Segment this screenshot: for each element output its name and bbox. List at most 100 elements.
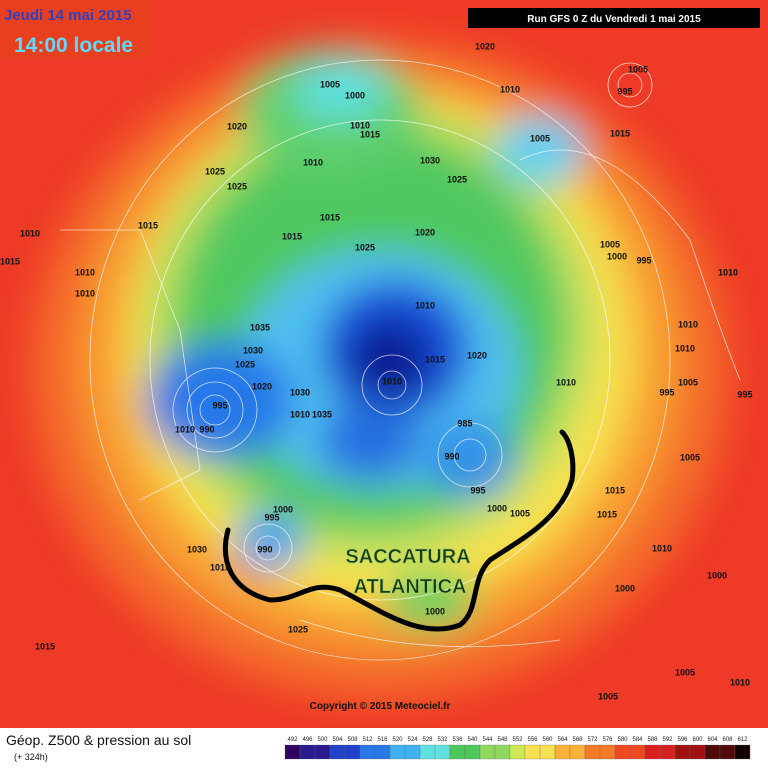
- copyright: Copyright © 2015 Meteociel.fr: [310, 701, 451, 712]
- scale-swatch: [389, 744, 406, 760]
- scale-label: 512: [362, 737, 373, 743]
- scale-label: 500: [317, 737, 328, 743]
- isobar-label: 1015: [35, 641, 55, 651]
- scale-swatch: [584, 744, 601, 760]
- scale-swatch: [299, 744, 316, 760]
- isobar-label: 1030: [420, 155, 440, 165]
- isobar-label: 1015: [610, 128, 630, 138]
- scale-swatch: [644, 744, 661, 760]
- scale-swatch: [614, 744, 631, 760]
- scale-swatch: [359, 744, 376, 760]
- isobar-label: 1000: [707, 570, 727, 580]
- scale-swatch: [314, 744, 331, 760]
- scale-swatch: [629, 744, 646, 760]
- isobar-label: 1015: [360, 129, 380, 139]
- isobar-label: 1000: [487, 503, 507, 513]
- scale-swatch: [434, 744, 451, 760]
- time: 14:00 locale: [14, 34, 133, 57]
- scale-swatch: [659, 744, 676, 760]
- scale-label: 524: [407, 737, 418, 743]
- scale-label: 584: [632, 737, 643, 743]
- date: Jeudi 14 mai 2015: [4, 7, 132, 24]
- scale-label: 580: [617, 737, 628, 743]
- scale-swatch: [689, 744, 706, 760]
- isobar-label: 1010: [75, 288, 95, 298]
- isobar-label: 1000: [607, 251, 627, 261]
- isobar-label: 1025: [355, 242, 375, 252]
- isobar-label: 1035: [250, 322, 270, 332]
- scale-label: 572: [587, 737, 598, 743]
- scale-label: 508: [347, 737, 358, 743]
- isobar-label: 1015: [597, 509, 617, 519]
- scale-swatch: [599, 744, 616, 760]
- isobar-label: 1020: [467, 350, 487, 360]
- isobar-label: 985: [457, 418, 472, 428]
- isobar-label: 1035: [312, 409, 332, 419]
- isobar-label: 1020: [252, 381, 272, 391]
- scale-label: 544: [482, 737, 493, 743]
- isobar-label: 1015: [605, 485, 625, 495]
- isobar-label: 1010: [290, 409, 310, 419]
- isobar-label: 990: [199, 424, 214, 434]
- isobar-label: 1030: [243, 345, 263, 355]
- trough-line: [222, 429, 576, 632]
- scale-label: 604: [707, 737, 718, 743]
- scale-label: 596: [677, 737, 688, 743]
- isobar-label: 1030: [290, 387, 310, 397]
- scale-swatch: [464, 744, 481, 760]
- isobar-label: 995: [470, 485, 485, 495]
- scale-label: 548: [497, 737, 508, 743]
- isobar-label: 1020: [415, 227, 435, 237]
- field: [0, 0, 768, 728]
- scale-label: 612: [737, 737, 748, 743]
- scale-label: 528: [422, 737, 433, 743]
- run-box: [468, 8, 760, 28]
- scale-swatch: [374, 744, 391, 760]
- scale-swatch: [524, 744, 541, 760]
- scale-swatch: [284, 744, 301, 760]
- isobar-label: 1015: [320, 212, 340, 222]
- scale-swatch: [404, 744, 421, 760]
- scale-label: 564: [557, 737, 568, 743]
- scale-label: 540: [467, 737, 478, 743]
- isobar-label: 1010: [20, 228, 40, 238]
- isobar-label: 1015: [0, 256, 20, 266]
- annotation: ATLANTICA: [354, 576, 467, 598]
- scale-label: 600: [692, 737, 703, 743]
- scale-label: 608: [722, 737, 733, 743]
- isobar-label: 1005: [680, 452, 700, 462]
- scale-label: 592: [662, 737, 673, 743]
- isobar-label: 1025: [288, 624, 308, 634]
- scale-swatch: [719, 744, 736, 760]
- isobar-label: 1030: [187, 544, 207, 554]
- isobar-label: 1010: [678, 319, 698, 329]
- isobar-label: 1000: [615, 583, 635, 593]
- footer-title: Géop. Z500 & pression au sol: [6, 732, 191, 748]
- scale-swatch: [479, 744, 496, 760]
- isobar-label: 1010: [175, 424, 195, 434]
- scale-label: 568: [572, 737, 583, 743]
- isobar-label: 1000: [273, 504, 293, 514]
- scale-label: 536: [452, 737, 463, 743]
- scale-label: 492: [287, 737, 298, 743]
- isobar-label: 1005: [510, 508, 530, 518]
- scale-swatch: [734, 744, 751, 760]
- isobar-label: 1000: [425, 606, 445, 616]
- isobar-label: 995: [264, 512, 279, 522]
- isobar-label: 1000: [345, 90, 365, 100]
- scale-label: 552: [512, 737, 523, 743]
- isobar-label: 990: [444, 451, 459, 461]
- isobar-label: 1020: [475, 41, 495, 51]
- isobar-label: 995: [636, 255, 651, 265]
- scale-label: 560: [542, 737, 553, 743]
- isobar-label: 995: [737, 389, 752, 399]
- isobar-label: 1010: [500, 84, 520, 94]
- title-box: [0, 0, 152, 58]
- scale-label: 532: [437, 737, 448, 743]
- isobar-label: 1015: [425, 354, 445, 364]
- scale-label: 556: [527, 737, 538, 743]
- scale-swatch: [344, 744, 361, 760]
- scale-swatch: [509, 744, 526, 760]
- isobar-label: 1020: [227, 121, 247, 131]
